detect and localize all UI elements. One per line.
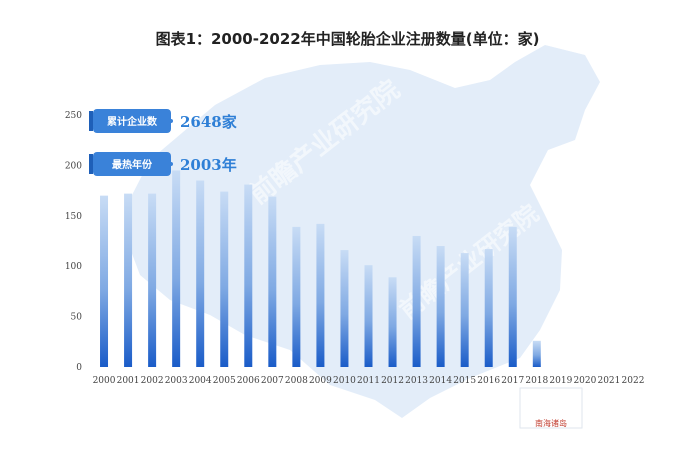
x-tick-label: 2002 (141, 376, 164, 386)
bar-2007 (268, 196, 277, 367)
y-tick-label: 150 (65, 212, 82, 222)
bar-2015 (460, 253, 469, 367)
x-tick-label: 2003 (165, 376, 188, 386)
bar-2002 (148, 193, 157, 367)
y-tick-label: 100 (65, 262, 82, 272)
kpi-hottest-box (93, 152, 171, 176)
x-tick-label: 2012 (381, 376, 404, 386)
bar-2016 (484, 249, 493, 367)
south-sea-islands-box (519, 387, 583, 429)
x-tick-label: 2009 (309, 376, 332, 386)
x-tick-label: 2022 (622, 376, 645, 386)
bars-group (100, 170, 541, 367)
bar-2005 (220, 191, 229, 367)
x-tick-label: 2004 (189, 376, 212, 386)
x-tick-label: 2020 (573, 376, 596, 386)
bar-2000 (100, 195, 109, 367)
bar-2010 (340, 250, 349, 367)
y-tick-label: 0 (76, 363, 82, 373)
kpi-cumulative-box-accent (89, 111, 93, 131)
x-tick-label: 2005 (213, 376, 236, 386)
kpi-hottest-box-accent (89, 154, 93, 174)
kpi-hottest-dot (169, 162, 173, 166)
x-tick-label: 2011 (357, 376, 380, 386)
chart-title: 图表1：2000-2022年中国轮胎企业注册数量(单位：家) (155, 30, 540, 48)
bar-2008 (292, 226, 301, 367)
x-tick-label: 2007 (261, 376, 284, 386)
bar-2018 (532, 340, 541, 367)
bar-2006 (244, 184, 253, 367)
x-tick-label: 2001 (117, 376, 140, 386)
x-tick-label: 2006 (237, 376, 260, 386)
bar-2011 (364, 265, 373, 367)
y-tick-label: 200 (65, 161, 82, 171)
x-tick-label: 2019 (549, 376, 572, 386)
south-sea-islands-label: 南海诸岛 (535, 418, 567, 428)
x-tick-label: 2017 (501, 376, 524, 386)
x-tick-label: 2000 (93, 376, 116, 386)
y-axis: 0 50 100 150 200 250 (65, 111, 82, 373)
bar-2004 (196, 180, 205, 367)
china-map-background (125, 45, 600, 418)
bar-2014 (436, 246, 445, 367)
x-tick-label: 2014 (429, 376, 452, 386)
bar-2009 (316, 223, 325, 367)
kpi-cumulative-label: 累计企业数 (107, 115, 158, 128)
x-tick-label: 2016 (477, 376, 500, 386)
x-tick-label: 2021 (597, 376, 620, 386)
kpi-cumulative-box (93, 109, 171, 133)
x-tick-label: 2013 (405, 376, 428, 386)
x-axis: 2000 2001 2002 2003 2004 2005 2006 2007 2008 2009… (93, 376, 645, 386)
x-tick-label: 2015 (453, 376, 476, 386)
bar-2017 (508, 226, 517, 367)
x-tick-label: 2008 (285, 376, 308, 386)
bar-2013 (412, 235, 421, 367)
bar-2003 (172, 170, 181, 367)
kpi-cumulative-value: 2648家 (180, 113, 237, 131)
bar-2012 (388, 277, 397, 367)
kpi-cumulative: 累计企业数 2648家 (89, 109, 237, 133)
x-tick-label: 2018 (525, 376, 548, 386)
kpi-hottest-value: 2003年 (180, 156, 237, 174)
bar-2001 (124, 193, 133, 367)
y-tick-label: 250 (65, 111, 82, 121)
y-tick-label: 50 (71, 313, 83, 323)
kpi-cumulative-dot (169, 119, 173, 123)
kpi-hottest-year: 最热年份 2003年 (89, 152, 237, 176)
x-tick-label: 2010 (333, 376, 356, 386)
kpi-hottest-label: 最热年份 (112, 158, 153, 171)
